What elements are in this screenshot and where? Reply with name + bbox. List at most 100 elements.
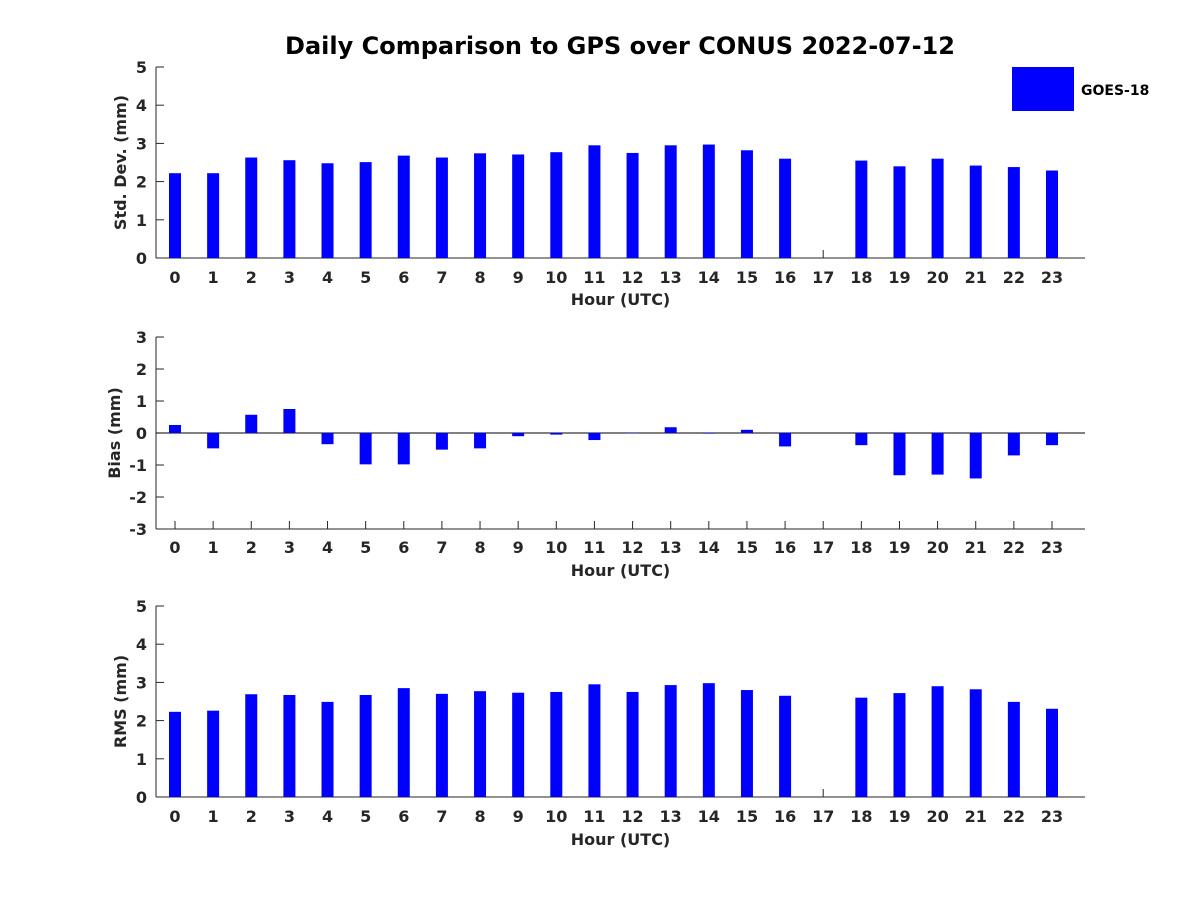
rms-bar (1045, 708, 1058, 797)
rms-bar (702, 683, 715, 797)
rms-x-tick-label: 19 (888, 807, 910, 826)
std-dev-x-tick-label: 3 (284, 268, 295, 287)
bias-y-axis-label: Bias (mm) (105, 387, 124, 479)
std-dev-x-tick-label: 23 (1041, 268, 1063, 287)
std-dev-bar (397, 155, 410, 258)
bias-x-tick-label: 0 (169, 538, 180, 557)
bias-bar (474, 433, 487, 449)
std-dev-x-tick-label: 11 (583, 268, 605, 287)
std-dev-bar (1007, 167, 1020, 258)
rms-bar (664, 685, 677, 797)
std-dev-y-tick-label: 5 (136, 58, 147, 77)
bias-x-tick-label: 10 (545, 538, 567, 557)
bias-bar (779, 433, 792, 447)
std-dev-bar (550, 152, 563, 258)
std-dev-x-tick-label: 20 (926, 268, 948, 287)
rms-bar (550, 691, 563, 797)
rms-bar (1007, 701, 1020, 797)
bias-bar (664, 427, 677, 433)
rms-bar (207, 710, 220, 797)
bias-bar (969, 433, 982, 479)
std-dev-bar (245, 157, 258, 258)
rms-y-tick-label: 5 (136, 597, 147, 616)
bias-x-tick-label: 22 (1003, 538, 1025, 557)
std-dev-x-tick-label: 2 (246, 268, 257, 287)
bias-bar (550, 433, 563, 435)
std-dev-bar (169, 173, 181, 258)
rms-y-tick-label: 0 (136, 788, 147, 807)
std-dev-x-tick-label: 19 (888, 268, 910, 287)
bias-bar (931, 433, 944, 475)
bias-bar (893, 433, 906, 476)
rms-x-tick-label: 16 (774, 807, 796, 826)
rms-x-tick-label: 7 (436, 807, 447, 826)
std-dev-x-tick-label: 13 (660, 268, 682, 287)
bias-x-tick-label: 6 (398, 538, 409, 557)
rms-x-tick-label: 3 (284, 807, 295, 826)
bias-x-tick-label: 14 (698, 538, 720, 557)
legend-swatch (1012, 67, 1074, 111)
std-dev-y-tick-label: 4 (136, 96, 147, 115)
std-dev-x-tick-label: 4 (322, 268, 333, 287)
rms-x-tick-label: 18 (850, 807, 872, 826)
bias-x-tick-label: 17 (812, 538, 834, 557)
std-dev-x-tick-label: 0 (169, 268, 180, 287)
rms-bar (169, 711, 181, 797)
bias-bar (626, 433, 639, 434)
rms-x-tick-label: 15 (736, 807, 758, 826)
bias-x-tick-label: 2 (246, 538, 257, 557)
rms-x-tick-label: 22 (1003, 807, 1025, 826)
bias-x-tick-label: 19 (888, 538, 910, 557)
rms-x-axis-label: Hour (UTC) (571, 830, 671, 849)
std-dev-bar (474, 153, 487, 258)
std-dev-x-tick-label: 16 (774, 268, 796, 287)
rms-bar (740, 690, 753, 797)
bias-bar (588, 433, 601, 441)
std-dev-bar (779, 158, 792, 258)
std-dev-bar (969, 165, 982, 258)
bias-x-tick-label: 7 (436, 538, 447, 557)
bias-y-tick-label: 1 (136, 392, 147, 411)
rms-bar (474, 691, 487, 797)
std-dev-x-tick-label: 6 (398, 268, 409, 287)
std-dev-y-axis-label: Std. Dev. (mm) (111, 95, 130, 230)
rms-x-tick-label: 13 (660, 807, 682, 826)
std-dev-bar (740, 150, 753, 258)
std-dev-y-tick-label: 2 (136, 173, 147, 192)
bias-x-tick-label: 9 (513, 538, 524, 557)
rms-bar (893, 693, 906, 797)
rms-bar (435, 693, 448, 797)
bias-bar (855, 433, 868, 446)
bias-bar (397, 433, 410, 465)
rms-y-tick-label: 3 (136, 673, 147, 692)
std-dev-bar (626, 152, 639, 258)
bias-y-tick-label: 3 (136, 328, 147, 347)
bias-x-tick-label: 12 (621, 538, 643, 557)
std-dev-bar (283, 160, 296, 258)
rms-x-tick-label: 4 (322, 807, 333, 826)
bias-x-tick-label: 4 (322, 538, 333, 557)
bias-y-tick-label: -1 (129, 456, 147, 475)
rms-x-tick-label: 23 (1041, 807, 1063, 826)
std-dev-x-tick-label: 9 (513, 268, 524, 287)
std-dev-x-tick-label: 7 (436, 268, 447, 287)
std-dev-x-tick-label: 5 (360, 268, 371, 287)
bias-bar (1045, 433, 1058, 446)
rms-bar (283, 695, 296, 797)
rms-bar (397, 688, 410, 797)
rms-y-tick-label: 4 (136, 635, 147, 654)
legend: GOES-18 (1012, 67, 1149, 111)
std-dev-bar (359, 162, 372, 258)
std-dev-x-tick-label: 8 (474, 268, 485, 287)
bias-bar (321, 433, 334, 445)
std-dev-x-tick-label: 17 (812, 268, 834, 287)
bias-bar (169, 425, 181, 433)
std-dev-bar (588, 145, 601, 258)
rms-y-axis-label: RMS (mm) (111, 655, 130, 748)
rms-y-tick-label: 2 (136, 712, 147, 731)
rms-x-tick-label: 5 (360, 807, 371, 826)
std-dev-bar (1045, 170, 1058, 258)
std-dev-bar (664, 145, 677, 258)
